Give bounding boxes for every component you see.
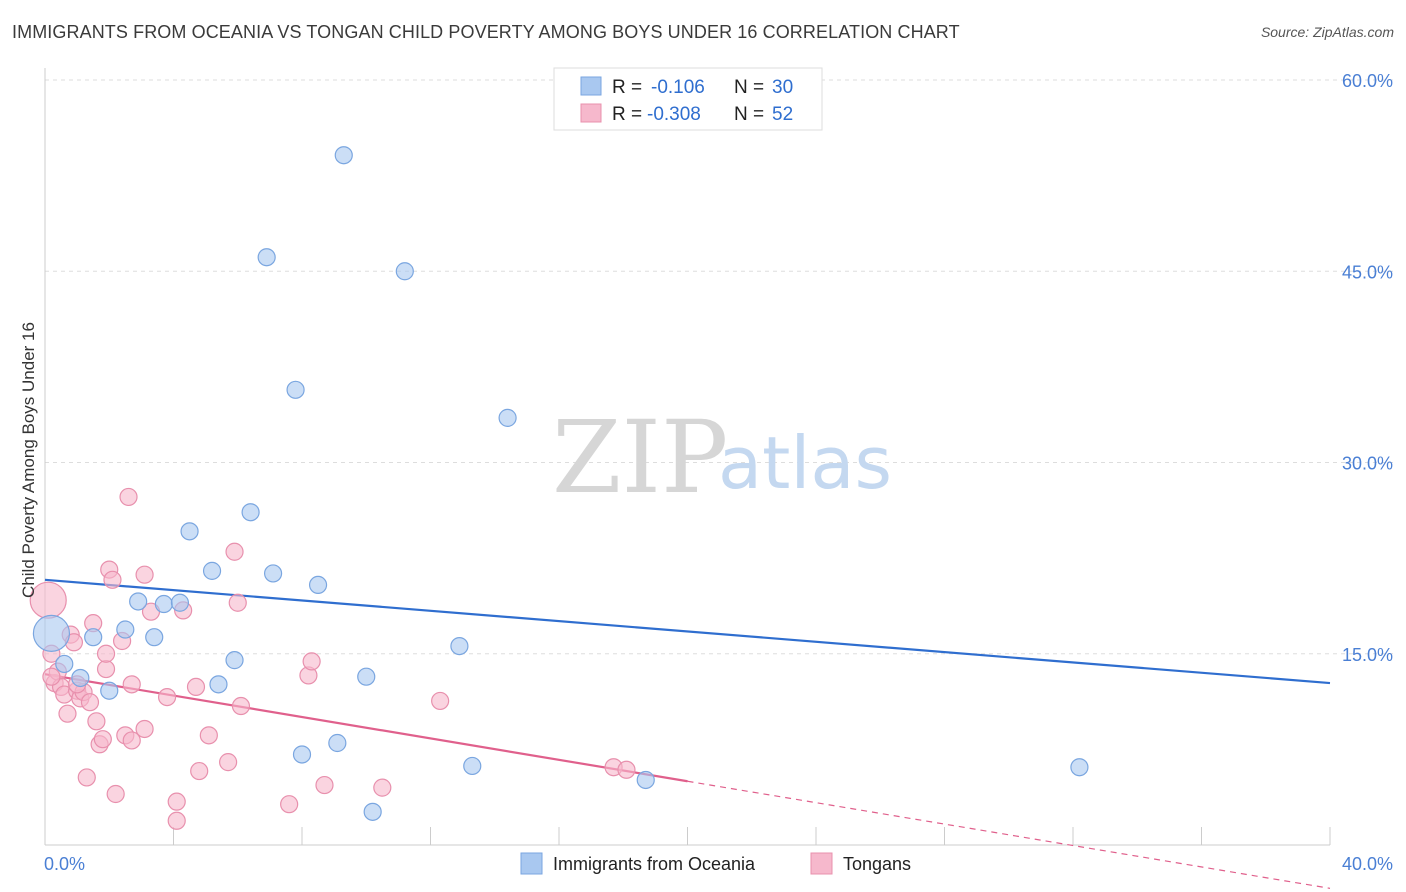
- point-tongans: [119, 487, 138, 507]
- point-oceania: [129, 592, 148, 611]
- y-axis-label: Child Poverty Among Boys Under 16: [19, 322, 38, 598]
- point-oceania: [32, 614, 71, 652]
- y-tick-labels: 15.0% 30.0% 45.0% 60.0%: [1342, 71, 1393, 665]
- legend-swatch-pink: [580, 103, 602, 123]
- point-oceania: [116, 620, 135, 639]
- point-oceania: [55, 654, 74, 674]
- legend-r-value-2: -0.308: [647, 104, 701, 125]
- legend-n-value-2: 52: [772, 104, 793, 125]
- legend-r-value-1: -0.106: [651, 77, 705, 98]
- point-tongans: [219, 753, 238, 772]
- watermark: ZIP atlas: [552, 399, 892, 516]
- point-tongans: [103, 570, 122, 589]
- point-tongans: [190, 761, 209, 781]
- y-tick-label: 15.0%: [1342, 645, 1393, 665]
- point-tongans: [280, 795, 299, 814]
- point-oceania: [71, 668, 90, 688]
- point-oceania: [225, 651, 244, 670]
- trend-lines: [44, 578, 1331, 889]
- y-tick-label: 30.0%: [1342, 454, 1393, 474]
- point-tongans: [58, 704, 77, 723]
- point-oceania: [463, 756, 482, 776]
- point-tongans: [122, 675, 141, 694]
- source-credit: Source: ZipAtlas.com: [1260, 24, 1394, 40]
- point-oceania: [257, 248, 276, 267]
- point-oceania: [636, 770, 655, 790]
- point-oceania: [395, 262, 414, 281]
- point-tongans: [122, 731, 141, 750]
- series-legend-swatch-oceania: [520, 852, 543, 875]
- series-legend: Immigrants from Oceania Tongans: [520, 852, 911, 875]
- point-tongans: [167, 811, 186, 830]
- watermark-atlas: atlas: [718, 421, 892, 505]
- point-oceania: [170, 593, 190, 612]
- point-tongans: [199, 726, 218, 745]
- point-tongans: [431, 691, 450, 711]
- point-oceania: [154, 594, 173, 614]
- trend-line-tongans: [44, 673, 688, 783]
- point-tongans: [87, 712, 106, 731]
- point-oceania: [357, 667, 376, 686]
- point-oceania: [145, 628, 164, 647]
- point-tongans: [96, 659, 116, 679]
- point-tongans: [228, 593, 247, 612]
- series-legend-label-oceania: Immigrants from Oceania: [553, 854, 756, 874]
- legend-n-value-1: 30: [772, 77, 793, 98]
- point-tongans: [315, 775, 334, 795]
- point-tongans: [80, 693, 100, 712]
- point-tongans: [373, 778, 392, 797]
- point-tongans: [225, 542, 244, 561]
- point-tongans: [42, 667, 61, 686]
- point-oceania: [241, 503, 260, 522]
- y-tick-label: 45.0%: [1342, 262, 1393, 282]
- point-tongans: [106, 784, 125, 804]
- point-oceania: [498, 408, 517, 427]
- gridlines: [45, 79, 1393, 655]
- axes: [44, 68, 1331, 846]
- legend-n-label-2: N =: [734, 104, 764, 125]
- point-tongans: [231, 696, 251, 716]
- point-oceania: [292, 745, 312, 764]
- point-tongans: [77, 768, 96, 787]
- point-tongans: [302, 652, 321, 671]
- point-tongans: [157, 687, 177, 707]
- watermark-zip: ZIP: [552, 399, 728, 516]
- chart-title: IMMIGRANTS FROM OCEANIA VS TONGAN CHILD …: [12, 22, 960, 42]
- x-tick-label-max: 40.0%: [1342, 854, 1393, 874]
- legend-r-label-1: R =: [612, 77, 642, 98]
- legend-r-label-2: R =: [612, 104, 642, 125]
- point-oceania: [180, 522, 199, 541]
- point-oceania: [100, 681, 119, 700]
- point-tongans: [135, 565, 154, 584]
- point-oceania: [334, 146, 353, 165]
- point-tongans: [93, 730, 112, 749]
- series-legend-label-tongans: Tongans: [843, 854, 911, 874]
- point-oceania: [1070, 758, 1089, 777]
- point-oceania: [286, 380, 305, 399]
- point-oceania: [84, 628, 103, 647]
- point-oceania: [202, 561, 222, 580]
- point-tongans: [167, 792, 186, 811]
- legend-swatch-blue: [580, 76, 602, 96]
- point-oceania: [363, 802, 382, 821]
- point-tongans: [135, 719, 154, 739]
- legend-n-label-1: N =: [734, 77, 764, 98]
- correlation-legend: R = -0.106 N = 30 R = -0.308 N = 52: [553, 67, 823, 131]
- trend-line-tongans-extension: [687, 780, 1331, 889]
- x-tick-label-min: 0.0%: [44, 854, 85, 874]
- data-points: [29, 146, 1089, 830]
- trend-line-oceania: [44, 578, 1331, 685]
- point-oceania: [209, 675, 228, 694]
- series-legend-swatch-tongans: [810, 852, 833, 875]
- point-oceania: [450, 636, 469, 656]
- point-oceania: [263, 564, 283, 583]
- point-tongans: [96, 644, 116, 663]
- point-tongans: [186, 677, 206, 697]
- point-oceania: [308, 575, 328, 595]
- point-tongans: [617, 760, 636, 779]
- y-tick-label: 60.0%: [1342, 71, 1393, 91]
- point-oceania: [328, 733, 347, 753]
